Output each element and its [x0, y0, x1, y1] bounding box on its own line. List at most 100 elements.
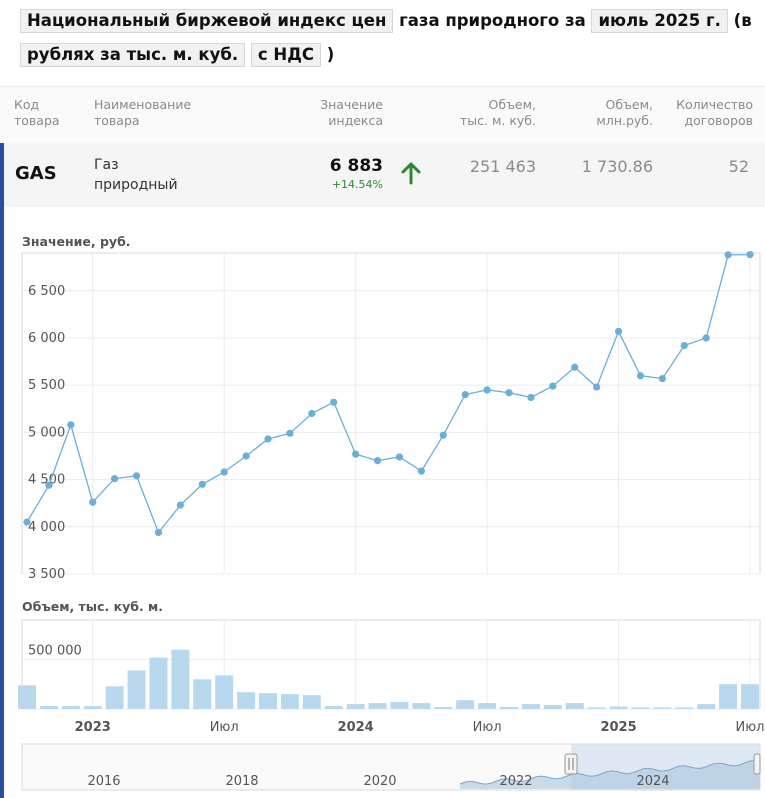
volume-bar: [127, 670, 146, 709]
volume-chart-label: Объем, тыс. куб. м.: [22, 599, 164, 614]
volume-bar: [259, 693, 277, 709]
price-plot-frame: [21, 252, 761, 575]
price-point: [154, 528, 163, 537]
price-point: [549, 382, 557, 390]
price-point: [658, 374, 666, 383]
price-point: [571, 363, 579, 371]
header-volume-m3-line1: Объем,: [488, 97, 536, 112]
title-part3: (в: [733, 11, 752, 30]
volume-bar: [631, 707, 650, 709]
volume-bar: [215, 675, 234, 709]
volume-y-tick: 500 000: [28, 644, 82, 659]
header-code-line2: товара: [14, 113, 60, 128]
index-change: +14.54%: [331, 178, 383, 191]
volume-bar: [302, 695, 321, 709]
navigator-tick: 2024: [636, 774, 669, 789]
price-point: [439, 431, 447, 439]
contracts-count: 52: [728, 157, 749, 176]
price-y-tick: 6 500: [28, 284, 65, 299]
volume-rub: 1 730.86: [581, 157, 653, 176]
volume-bar: [565, 703, 584, 709]
header-volume-rub: Объем, млн.руб.: [596, 97, 653, 129]
price-chart-label: Значение, руб.: [22, 234, 131, 249]
header-code-line1: Код: [14, 97, 40, 112]
price-point: [593, 383, 601, 391]
title-part2: газа природного за: [399, 11, 586, 30]
header-count: Количество договоров: [676, 97, 753, 129]
period-selector[interactable]: июль 2025 г.: [591, 9, 728, 33]
price-y-tick: 3 500: [28, 567, 65, 582]
volume-bar: [280, 694, 299, 709]
commodity-name: Газ природный: [94, 155, 214, 195]
price-point: [220, 468, 228, 476]
price-point: [308, 409, 316, 418]
navigator-handle-left[interactable]: [564, 753, 578, 775]
header-volume-rub-line2: млн.руб.: [596, 113, 653, 128]
volume-bar: [390, 702, 409, 709]
price-point: [23, 518, 31, 526]
price-point: [132, 472, 141, 480]
volume-bar: [171, 649, 190, 709]
volume-bar: [434, 707, 453, 709]
unit-selector[interactable]: рублях за тыс. м. куб.: [20, 43, 246, 67]
header-name-line1: Наименование: [94, 97, 192, 112]
price-point: [198, 480, 206, 488]
price-y-tick: 4 000: [28, 520, 65, 535]
volume-bar: [697, 704, 716, 709]
price-y-tick: 5 500: [28, 378, 65, 393]
price-y-tick: 6 000: [28, 331, 65, 346]
price-point: [527, 393, 535, 402]
navigator-tick: 2020: [363, 774, 396, 789]
price-point: [680, 341, 688, 350]
volume-bar: [18, 685, 36, 709]
volume-bar: [741, 684, 759, 709]
price-point: [111, 475, 119, 483]
table-header: Код товара Наименование товара Значение …: [0, 86, 765, 144]
index-value: 6 883: [329, 156, 383, 176]
header-volume-rub-line1: Объем,: [605, 97, 653, 112]
volume-bar: [412, 703, 431, 709]
volume-bar: [675, 707, 694, 709]
price-point: [395, 453, 404, 461]
price-point: [89, 498, 97, 506]
price-y-tick: 4 500: [28, 473, 65, 488]
commodity-name-line1: Газ: [94, 157, 119, 173]
price-point: [746, 251, 754, 259]
commodity-code: GAS: [15, 163, 57, 184]
navigator-handle-right[interactable]: [753, 753, 761, 775]
header-count-line1: Количество: [676, 97, 753, 112]
header-index: Значение индекса: [320, 97, 383, 129]
price-point: [264, 435, 272, 443]
price-point: [461, 391, 469, 399]
table-row[interactable]: GAS Газ природный 6 883 +14.54% 251 463 …: [0, 143, 765, 207]
title-part1: Национальный биржевой индекс цен: [20, 9, 394, 33]
volume-bar: [324, 706, 343, 709]
navigator-tick: 2016: [87, 774, 120, 789]
vat-selector[interactable]: с НДС: [250, 43, 322, 67]
volume-bar: [587, 707, 606, 709]
price-point: [373, 457, 382, 465]
price-point: [330, 398, 338, 406]
volume-bar: [368, 703, 387, 709]
header-index-line1: Значение: [320, 97, 383, 112]
x-axis-tick: 2023: [75, 720, 111, 735]
volume-bar: [83, 706, 102, 709]
navigator-tick: 2018: [225, 774, 258, 789]
x-axis-tick: Июл: [210, 720, 239, 735]
price-point: [702, 334, 710, 342]
volume-bar: [500, 707, 518, 709]
price-series-line: [26, 253, 751, 534]
price-point: [242, 452, 250, 460]
commodity-name-line2: природный: [94, 177, 178, 193]
navigator-area: [460, 760, 760, 789]
volume-bar: [543, 705, 562, 709]
header-name: Наименование товара: [94, 97, 191, 129]
price-point: [417, 467, 425, 475]
x-axis-tick: 2025: [600, 720, 636, 735]
header-index-line2: индекса: [328, 113, 383, 128]
x-axis-tick: Июл: [473, 720, 502, 735]
volume-bar: [105, 686, 124, 709]
title-close: ): [326, 45, 335, 64]
price-point: [67, 421, 75, 429]
